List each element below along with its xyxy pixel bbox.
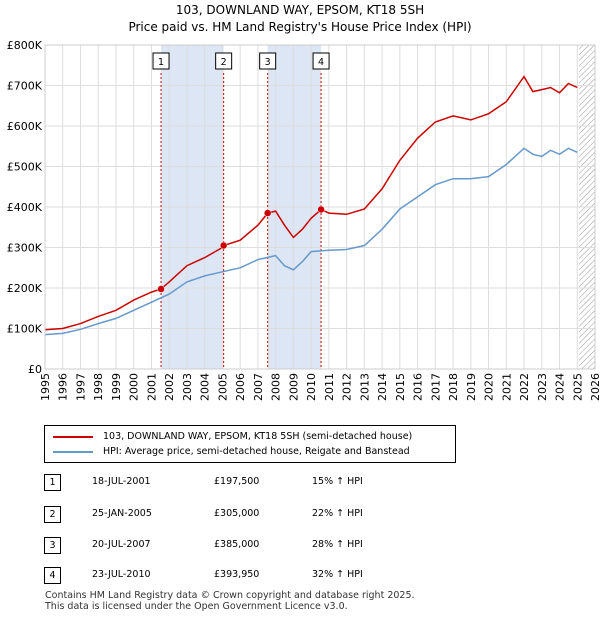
transaction-number: 4	[44, 567, 61, 584]
x-tick-label: 2002	[163, 373, 176, 401]
y-tick-label: £100K	[7, 323, 43, 336]
sale-point	[263, 209, 272, 217]
legend-swatch-hpi	[53, 450, 93, 453]
x-tick-label: 2003	[181, 373, 194, 401]
property-series-line	[44, 75, 578, 331]
transaction-price: £385,000	[214, 539, 260, 550]
sale-point	[157, 285, 165, 293]
transaction-number: 1	[44, 474, 61, 491]
x-tick-label: 2001	[145, 373, 158, 401]
sale-point	[317, 205, 325, 214]
x-tick-label: 2025	[571, 373, 584, 401]
x-tick-label: 1999	[110, 373, 123, 401]
x-tick-label: 2000	[128, 373, 141, 401]
y-tick-label: £200K	[7, 282, 43, 295]
y-tick-label: £600K	[7, 120, 43, 133]
x-tick-label: 2017	[429, 373, 442, 401]
x-tick-label: 1996	[57, 373, 70, 401]
sale-label-box	[152, 52, 170, 70]
transaction-hpi-change: 28% ↑ HPI	[312, 539, 363, 550]
legend-entry-hpi: HPI: Average price, semi-detached house,…	[53, 445, 410, 459]
transaction-hpi-change: 32% ↑ HPI	[312, 569, 363, 580]
x-tick-label: 2016	[412, 373, 425, 401]
transaction-price: £197,500	[214, 476, 260, 487]
transaction-price: £305,000	[214, 508, 260, 519]
y-tick-label: £500K	[7, 161, 43, 174]
x-tick-label: 2004	[199, 373, 212, 401]
x-tick-label: 2013	[358, 373, 371, 401]
transaction-number: 2	[44, 506, 61, 523]
x-tick-label: 2014	[376, 373, 389, 401]
legend-swatch-property	[53, 435, 93, 438]
x-tick-label: 1995	[39, 373, 52, 401]
chart-title: 103, DOWNLAND WAY, EPSOM, KT18 5SH	[175, 3, 425, 17]
transaction-date: 18-JUL-2001	[92, 476, 151, 487]
sale-label-box	[215, 52, 233, 70]
x-tick-label: 2022	[518, 373, 531, 401]
transaction-date: 20-JUL-2007	[92, 539, 151, 550]
x-tick-label: 2015	[394, 373, 407, 401]
x-tick-label: 2011	[323, 373, 336, 401]
legend-label-hpi: HPI: Average price, semi-detached house,…	[103, 446, 410, 457]
x-tick-label: 2023	[536, 373, 549, 401]
x-tick-label: 2012	[341, 373, 354, 401]
x-tick-label: 2026	[589, 373, 600, 401]
x-tick-label: 2009	[287, 373, 300, 401]
x-tick-label: 2008	[270, 373, 283, 401]
y-tick-label: £0	[28, 363, 42, 376]
x-tick-label: 2021	[500, 373, 513, 401]
licence-notice: This data is licensed under the Open Gov…	[45, 601, 348, 612]
y-tick-label: £800K	[7, 39, 43, 52]
transaction-hpi-change: 15% ↑ HPI	[312, 476, 363, 487]
transaction-price: £393,950	[214, 569, 260, 580]
sale-label: 1	[158, 57, 164, 68]
chart-legend: 103, DOWNLAND WAY, EPSOM, KT18 5SH (semi…	[44, 425, 456, 463]
sale-label: 4	[318, 57, 324, 68]
transaction-date: 23-JUL-2010	[92, 569, 151, 580]
transaction-date: 25-JAN-2005	[92, 508, 152, 519]
x-tick-label: 2019	[465, 373, 478, 401]
y-tick-label: £300K	[7, 242, 43, 255]
y-tick-label: £400K	[7, 201, 43, 214]
y-tick-label: £700K	[7, 80, 43, 93]
price-chart: 1 2 3 4 £0 £100K £200K £300K £400K £500K £600K £700…	[7, 39, 600, 401]
hpi-series-line	[44, 147, 578, 336]
chart-subtitle: Price paid vs. HM Land Registry's House …	[128, 20, 472, 34]
sale-label: 3	[265, 57, 271, 68]
x-tick-label: 2010	[305, 373, 318, 401]
copyright-notice: Contains HM Land Registry data © Crown c…	[45, 590, 415, 601]
x-tick-label: 2007	[252, 373, 265, 401]
legend-entry-property: 103, DOWNLAND WAY, EPSOM, KT18 5SH (semi…	[53, 430, 412, 444]
x-tick-label: 2005	[216, 373, 229, 401]
x-tick-label: 2006	[234, 373, 247, 401]
plot-frame	[44, 44, 596, 370]
x-tick-label: 2020	[483, 373, 496, 401]
x-tick-label: 1998	[92, 373, 105, 401]
x-tick-label: 1997	[74, 373, 87, 401]
legend-label-property: 103, DOWNLAND WAY, EPSOM, KT18 5SH (semi…	[103, 431, 413, 442]
sale-label-box	[312, 52, 330, 70]
sale-label: 2	[221, 57, 227, 68]
x-tick-label: 2024	[554, 373, 567, 401]
transaction-hpi-change: 22% ↑ HPI	[312, 508, 363, 519]
sale-point	[219, 241, 228, 250]
x-tick-label: 2018	[447, 373, 460, 401]
sale-label-box	[259, 52, 277, 70]
transaction-number: 3	[44, 537, 61, 554]
